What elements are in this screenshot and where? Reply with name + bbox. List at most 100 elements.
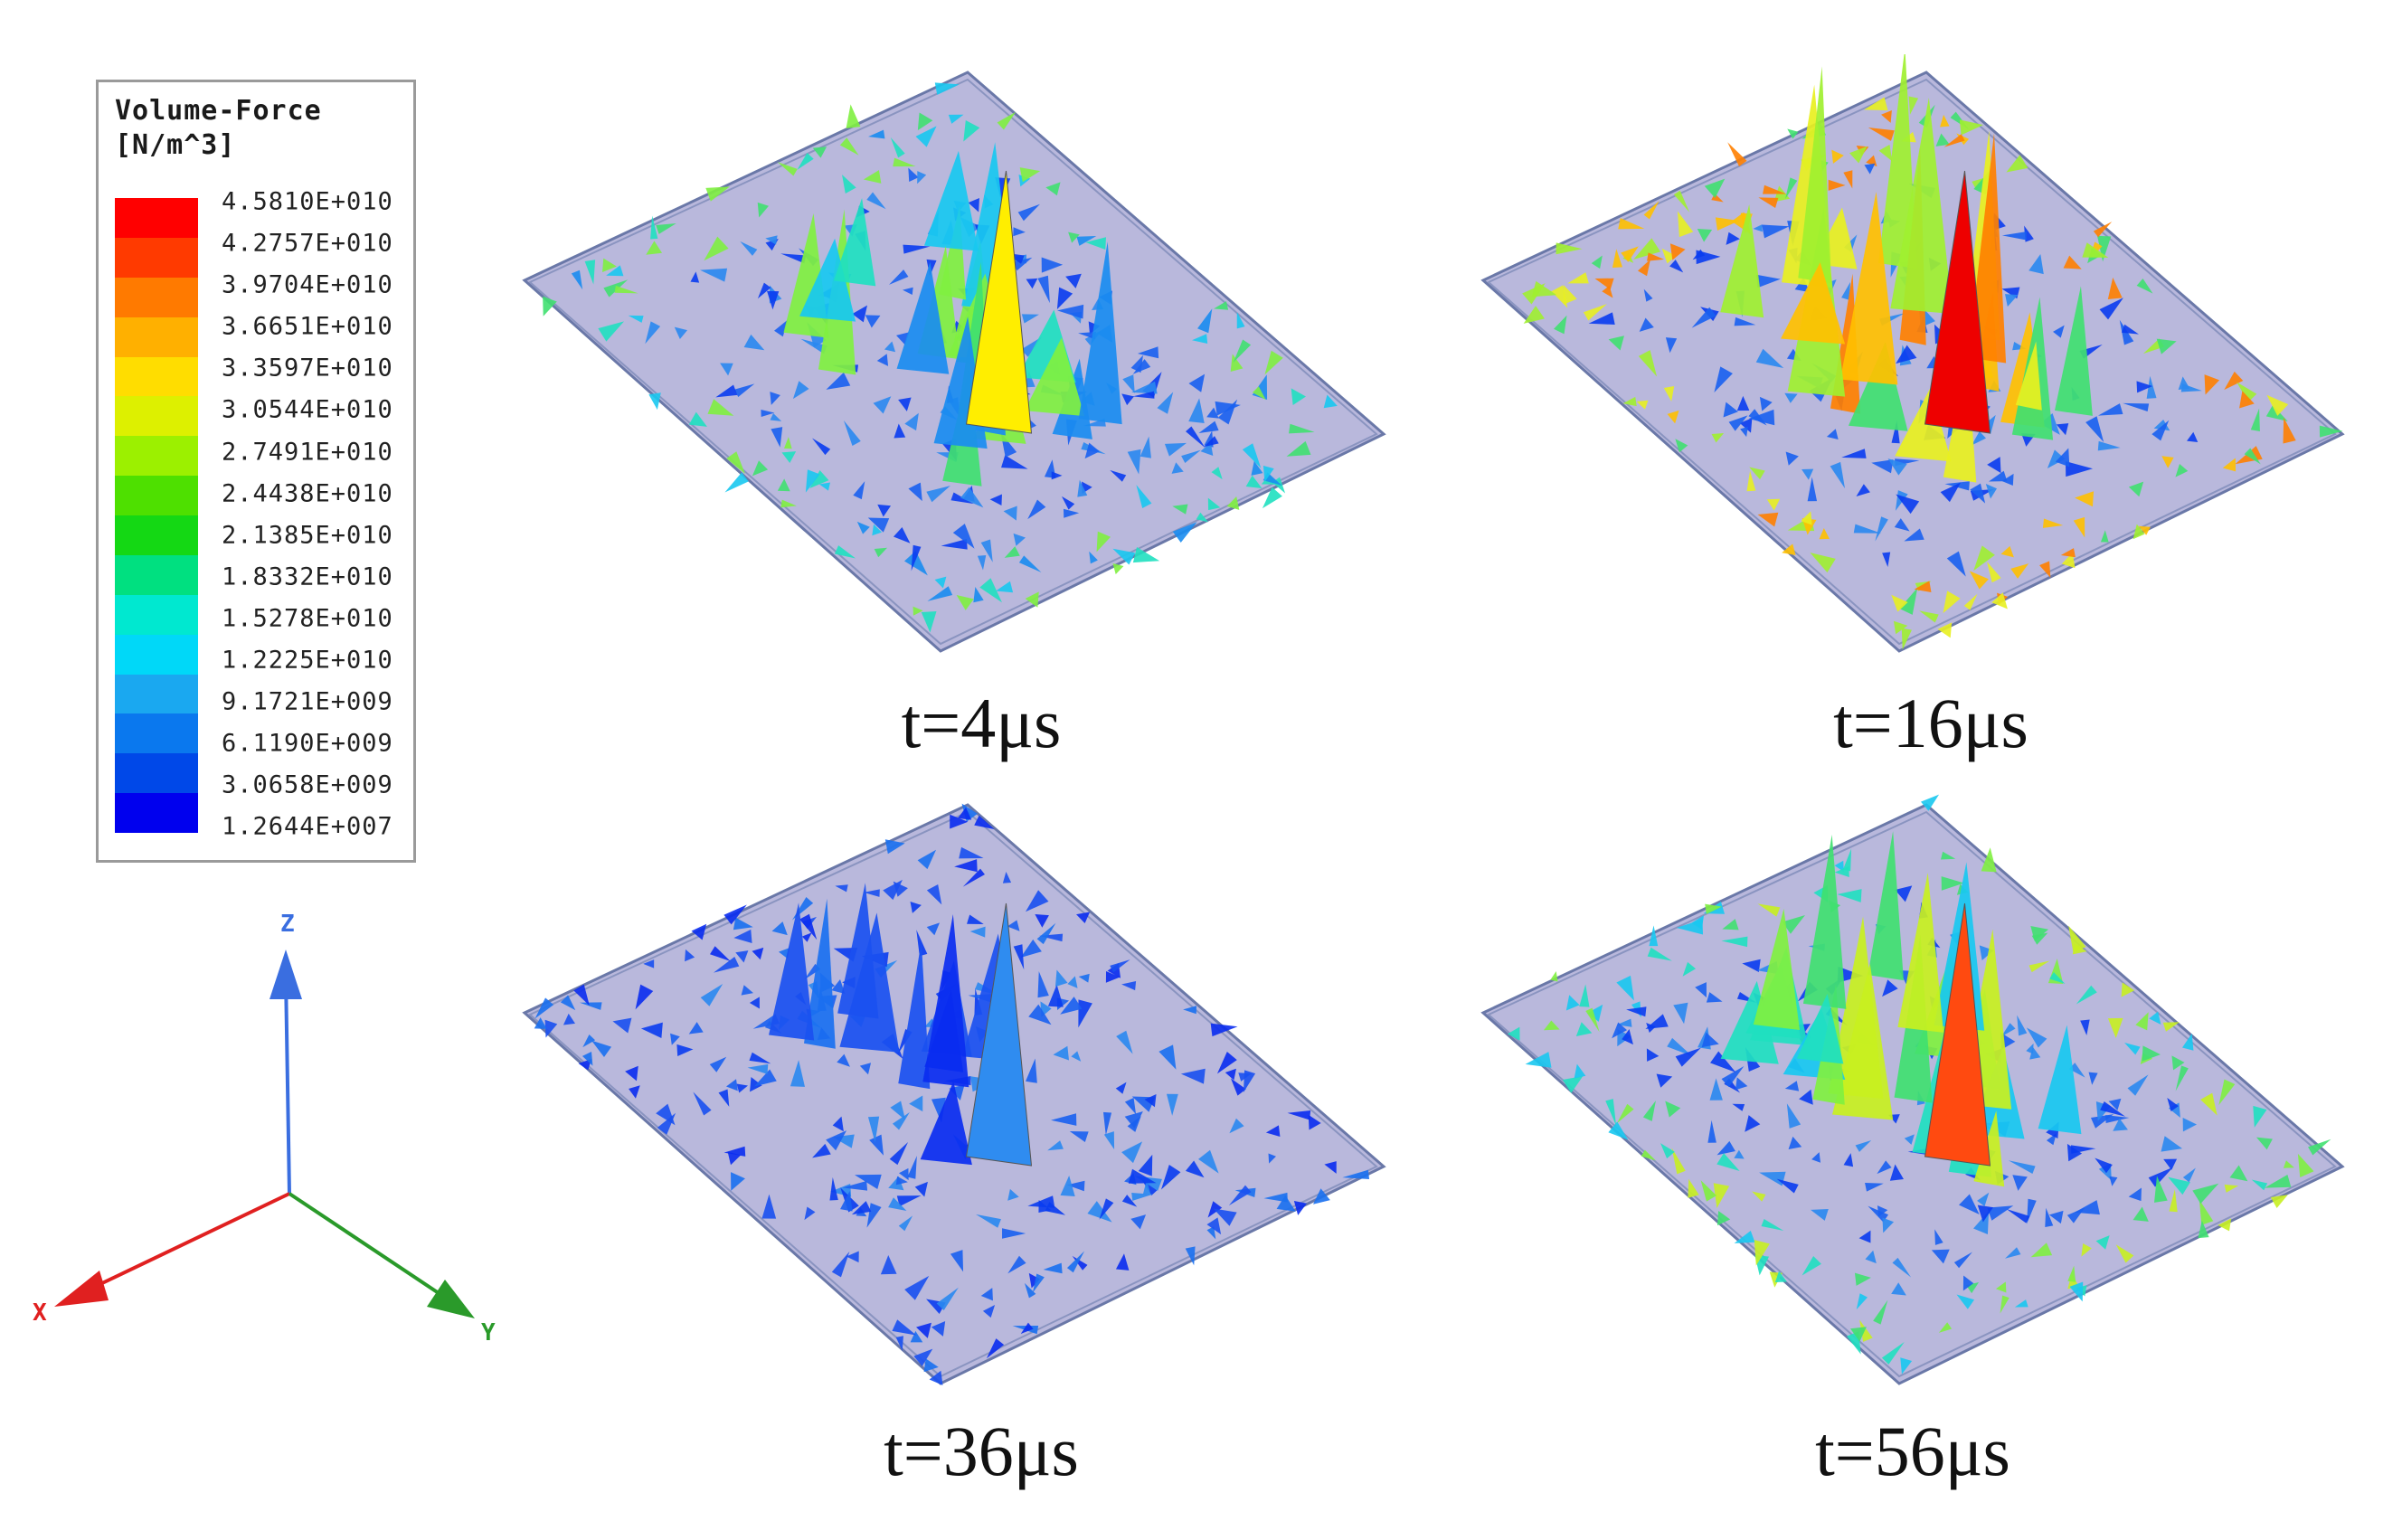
force-arrow	[1762, 224, 1790, 239]
force-arrow	[1882, 979, 1898, 997]
force-arrow	[888, 1197, 907, 1212]
legend-unit: [N/m^3]	[115, 129, 236, 161]
force-arrow	[818, 482, 831, 491]
force-arrow	[2047, 449, 2066, 469]
force-arrow	[1228, 1185, 1252, 1206]
force-arrow	[1677, 211, 1694, 238]
force-arrow	[1020, 939, 1042, 959]
force-arrow	[2006, 155, 2028, 173]
force-arrow	[1003, 505, 1017, 521]
force-arrow	[916, 930, 928, 957]
caption-t4: t=4μs	[901, 684, 1062, 762]
force-spike	[1832, 963, 1894, 1120]
force-arrow	[2229, 1165, 2248, 1182]
force-arrow	[895, 1336, 903, 1351]
force-spike	[833, 198, 876, 287]
force-arrow	[835, 884, 848, 893]
force-arrow	[1543, 1020, 1560, 1031]
force-arrow	[534, 997, 554, 1019]
force-arrow	[2081, 1242, 2092, 1257]
legend-swatch	[115, 436, 198, 477]
force-arrow	[1943, 134, 1965, 147]
force-arrow	[2056, 423, 2069, 436]
force-arrow	[1264, 350, 1283, 375]
force-arrow	[1799, 1089, 1813, 1105]
force-spike	[1753, 908, 1801, 1030]
force-arrow	[884, 839, 905, 855]
force-arrow	[979, 578, 1002, 603]
force-arrow	[2030, 925, 2049, 941]
force-arrow	[915, 126, 937, 147]
force-arrow	[800, 338, 827, 354]
force-arrow	[1185, 1160, 1205, 1178]
force-arrow	[1633, 238, 1661, 260]
force-arrow	[2128, 481, 2144, 497]
legend-tick-label: 3.3597E+010	[222, 354, 393, 383]
force-arrow	[1137, 346, 1159, 359]
force-arrow	[1166, 1093, 1178, 1116]
force-arrow	[1245, 475, 1262, 488]
force-arrow	[894, 423, 906, 439]
force-arrow	[578, 1058, 592, 1071]
force-arrow	[1714, 366, 1733, 392]
y-axis-label: Y	[481, 1319, 496, 1346]
force-arrow	[1078, 973, 1090, 983]
legend-swatch	[115, 594, 198, 635]
force-arrow	[2107, 277, 2123, 300]
force-arrow	[950, 814, 969, 829]
force-arrow	[723, 904, 747, 925]
force-arrow	[1865, 1250, 1877, 1264]
force-arrow	[872, 524, 883, 536]
force-arrow	[1056, 287, 1073, 310]
force-arrow	[1115, 1082, 1127, 1094]
force-arrow	[1096, 531, 1111, 553]
force-arrow	[867, 1116, 880, 1143]
force-arrow	[2005, 294, 2019, 307]
force-arrow	[724, 472, 749, 493]
force-arrow	[1588, 312, 1615, 326]
force-arrow	[1830, 461, 1846, 489]
force-arrow	[2030, 1242, 2053, 1258]
force-arrow	[996, 581, 1014, 593]
force-arrow	[1774, 1271, 1787, 1282]
legend-swatch	[115, 356, 198, 397]
force-arrow	[1710, 1051, 1736, 1072]
force-arrow	[909, 1095, 923, 1112]
force-arrow	[1665, 337, 1678, 354]
x-axis-label: X	[33, 1299, 47, 1327]
force-arrow	[780, 499, 797, 508]
force-arrow	[917, 112, 933, 131]
force-arrow	[809, 470, 829, 488]
force-arrow	[1661, 248, 1677, 264]
legend-color-bar	[115, 198, 198, 833]
force-arrow	[1987, 457, 2001, 474]
force-arrow	[1715, 217, 1740, 231]
force-arrow	[968, 198, 979, 213]
force-arrow	[757, 202, 770, 218]
z-axis-label: Z	[280, 911, 295, 938]
force-arrow	[2163, 1158, 2178, 1170]
force-arrow	[1896, 345, 1917, 364]
force-arrow	[757, 282, 771, 299]
force-arrow	[1105, 970, 1121, 983]
force-arrow	[911, 544, 922, 572]
force-arrow	[1121, 393, 1134, 406]
force-arrow	[1892, 1257, 1912, 1278]
force-arrow	[1060, 997, 1083, 1015]
force-arrow	[927, 586, 953, 601]
force-spike	[898, 940, 931, 1090]
force-arrow	[1047, 1140, 1064, 1151]
force-arrow	[1026, 278, 1038, 289]
force-arrow	[855, 1174, 882, 1189]
force-arrow	[1103, 1131, 1115, 1150]
force-arrow	[1819, 528, 1830, 540]
force-arrow	[950, 1250, 964, 1272]
force-arrow	[2026, 1043, 2034, 1054]
force-arrow	[2115, 1244, 2134, 1263]
force-arrow	[1144, 1094, 1157, 1108]
force-arrow	[1748, 409, 1775, 426]
force-arrow	[2070, 1145, 2096, 1154]
force-arrow	[880, 1255, 897, 1275]
force-arrow	[829, 1176, 838, 1201]
force-arrow	[986, 1338, 1005, 1359]
